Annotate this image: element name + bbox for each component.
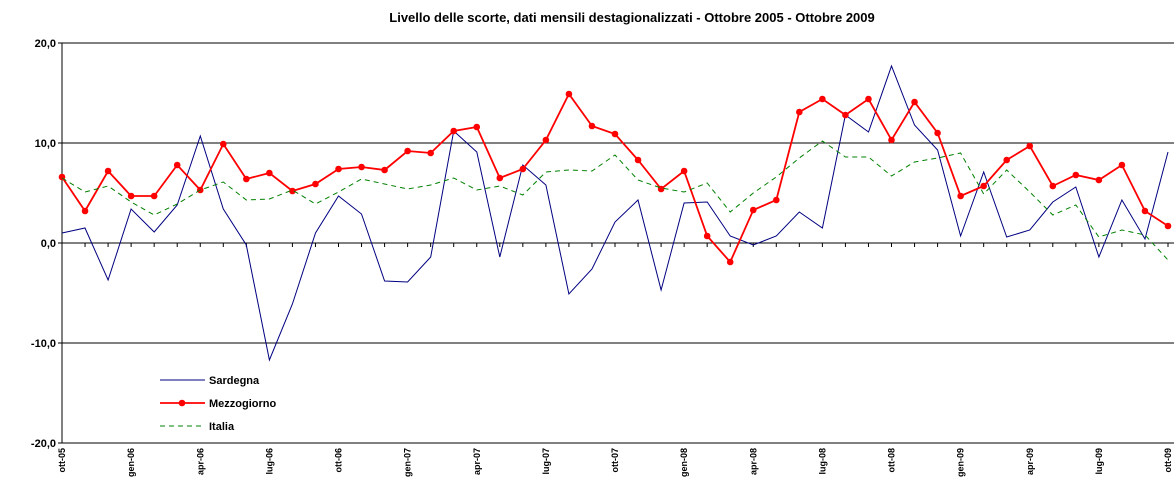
x-tick-label: lug-07 (541, 448, 551, 475)
data-point (772, 196, 780, 204)
data-point (519, 165, 527, 173)
data-point (496, 174, 504, 182)
data-point (796, 108, 803, 116)
x-tick-label: gen-08 (679, 448, 689, 477)
data-point (358, 163, 365, 171)
y-tick-label: 0,0 (41, 238, 56, 250)
data-point (104, 167, 112, 175)
x-tick-label: apr-06 (195, 448, 205, 475)
x-tick-label: apr-09 (1025, 448, 1035, 475)
x-tick-label: apr-07 (472, 448, 482, 475)
data-point (427, 149, 434, 157)
x-tick-label: gen-06 (126, 448, 136, 477)
data-point (565, 90, 573, 98)
data-point (150, 192, 158, 200)
data-point (611, 130, 619, 138)
y-tick-label: -10,0 (31, 338, 56, 350)
data-point (1003, 156, 1011, 164)
data-point (381, 166, 388, 174)
data-point (911, 98, 918, 106)
data-point (680, 167, 688, 175)
data-point (404, 147, 411, 155)
data-point (243, 175, 250, 183)
data-point (1141, 207, 1149, 215)
data-point (1026, 142, 1034, 150)
data-point (819, 95, 826, 103)
data-point (81, 207, 89, 215)
data-point (980, 182, 987, 190)
x-tick-label: gen-09 (956, 448, 966, 477)
x-tick-label: gen-07 (403, 448, 413, 477)
data-point (726, 258, 734, 266)
y-tick-label: -20,0 (31, 438, 56, 450)
data-point (173, 161, 181, 169)
data-point (1164, 222, 1172, 230)
series-line (61, 64, 1169, 362)
data-point (127, 192, 135, 200)
data-point (312, 180, 319, 188)
x-tick-label: lug-09 (1094, 448, 1104, 475)
data-point (1118, 161, 1126, 169)
x-tick-label: ott-05 (57, 448, 67, 473)
data-point (934, 129, 941, 137)
series-line (61, 92, 1169, 264)
data-point (588, 122, 596, 130)
series-line (61, 140, 1169, 261)
x-tick-label: lug-06 (264, 448, 274, 475)
data-point (842, 111, 849, 119)
legend-label: Italia (209, 421, 235, 433)
data-point (1095, 176, 1103, 184)
x-tick-label: ott-07 (610, 448, 620, 473)
data-point (957, 192, 964, 200)
chart-title: Livello delle scorte, dati mensili desta… (389, 10, 874, 25)
data-point (634, 156, 642, 164)
x-tick-label: ott-09 (1163, 448, 1173, 473)
data-point (335, 165, 342, 173)
data-point (289, 187, 296, 195)
data-point (1072, 171, 1080, 179)
legend-marker (178, 399, 186, 407)
x-tick-label: lug-08 (817, 448, 827, 475)
legend-label: Sardegna (209, 375, 260, 387)
y-tick-label: 20,0 (35, 38, 56, 50)
data-point (266, 169, 273, 177)
data-point (865, 95, 872, 103)
data-point (703, 232, 711, 240)
y-tick-label: 10,0 (35, 138, 56, 150)
data-point (473, 123, 481, 131)
x-tick-label: apr-08 (748, 448, 758, 475)
data-point (1049, 182, 1057, 190)
legend-label: Mezzogiorno (209, 398, 276, 410)
data-point (219, 140, 227, 148)
x-tick-label: ott-08 (887, 448, 897, 473)
x-tick-label: ott-06 (334, 448, 344, 473)
data-point (450, 127, 458, 135)
data-point (749, 206, 757, 214)
data-point (542, 136, 550, 144)
data-point (888, 136, 895, 144)
